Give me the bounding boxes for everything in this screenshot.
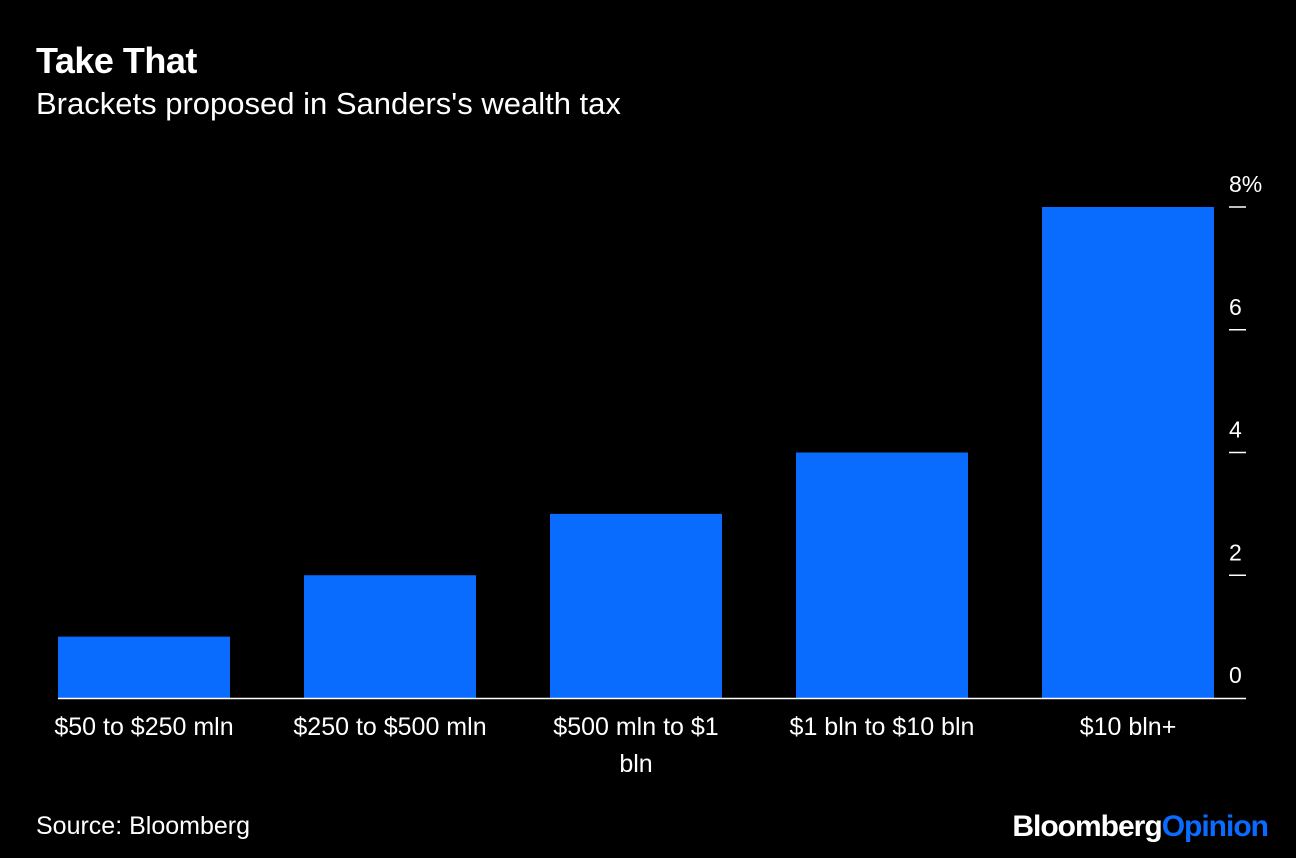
y-tick-label-2: 4 bbox=[1229, 417, 1242, 443]
bar-0 bbox=[58, 636, 230, 698]
y-tick-label-4: 8% bbox=[1229, 171, 1262, 197]
brand-logo-part1: Bloomberg bbox=[1012, 810, 1162, 843]
bar-2 bbox=[550, 513, 722, 698]
y-tick-label-0: 0 bbox=[1229, 662, 1242, 688]
bar-chart: 0 2 4 6 8% $50 to $250 mln $250 to $500 mln $50… bbox=[54, 171, 1262, 778]
x-tick-label-0: $50 to $250 mln bbox=[54, 713, 233, 741]
bar-1 bbox=[304, 575, 476, 698]
bar-4 bbox=[1042, 207, 1214, 698]
y-tick-label-3: 6 bbox=[1229, 294, 1242, 320]
x-tick-label-1: $250 to $500 mln bbox=[293, 713, 486, 741]
bar-3 bbox=[796, 452, 968, 698]
brand-logo-part2: Opinion bbox=[1161, 810, 1269, 843]
brand-logo: BloombergOpinion bbox=[1012, 810, 1269, 844]
chart-title: Take That bbox=[36, 40, 197, 81]
x-tick-label-4: $10 bln+ bbox=[1080, 713, 1177, 741]
x-tick-label-2: $500 mln to $1 bln bbox=[553, 713, 718, 778]
x-tick-label-3: $1 bln to $10 bln bbox=[790, 713, 975, 741]
source-note: Source: Bloomberg bbox=[36, 812, 251, 840]
chart-subtitle: Brackets proposed in Sanders's wealth ta… bbox=[36, 86, 621, 121]
y-tick-label-1: 2 bbox=[1229, 539, 1242, 565]
